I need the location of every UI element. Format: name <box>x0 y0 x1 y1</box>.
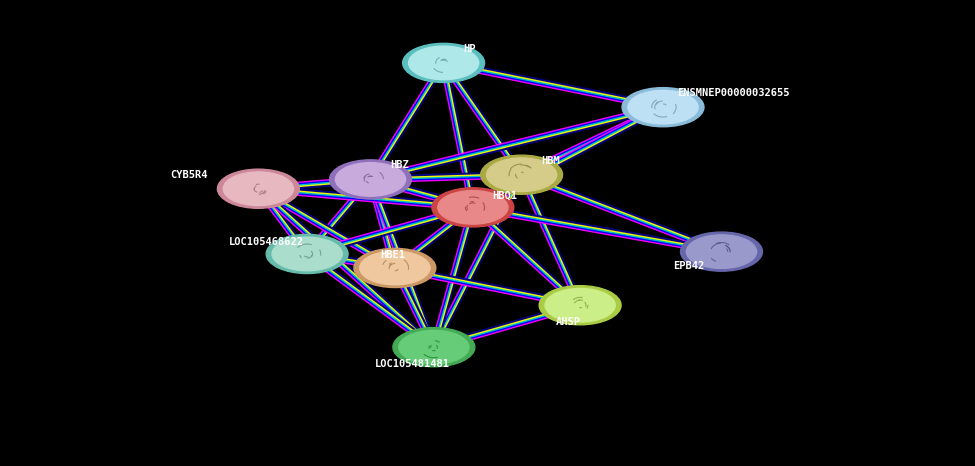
Text: ENSMNEP00000032655: ENSMNEP00000032655 <box>678 88 790 98</box>
Circle shape <box>266 234 348 274</box>
Circle shape <box>360 251 430 285</box>
Circle shape <box>393 328 475 367</box>
Circle shape <box>272 237 342 271</box>
Circle shape <box>223 172 293 206</box>
Text: AHSP: AHSP <box>556 316 581 327</box>
Circle shape <box>622 88 704 127</box>
Text: LOC105468622: LOC105468622 <box>229 237 304 247</box>
Circle shape <box>481 155 563 194</box>
Text: HBZ: HBZ <box>390 160 409 171</box>
Circle shape <box>438 191 508 224</box>
Circle shape <box>335 163 406 196</box>
Text: HP: HP <box>463 44 476 54</box>
Text: HBQ1: HBQ1 <box>492 191 518 201</box>
Circle shape <box>399 330 469 364</box>
Text: EPB42: EPB42 <box>673 260 704 271</box>
Circle shape <box>432 188 514 227</box>
Circle shape <box>330 160 411 199</box>
Text: HBE1: HBE1 <box>380 250 406 260</box>
Circle shape <box>681 232 762 271</box>
Circle shape <box>403 43 485 82</box>
Circle shape <box>354 248 436 288</box>
Circle shape <box>628 90 698 124</box>
Circle shape <box>409 46 479 80</box>
Text: CYB5R4: CYB5R4 <box>171 170 208 180</box>
Circle shape <box>545 288 615 322</box>
Circle shape <box>686 235 757 268</box>
Text: LOC105481481: LOC105481481 <box>375 359 450 370</box>
Text: HBM: HBM <box>541 156 560 166</box>
Circle shape <box>539 286 621 325</box>
Circle shape <box>487 158 557 192</box>
Circle shape <box>217 169 299 208</box>
